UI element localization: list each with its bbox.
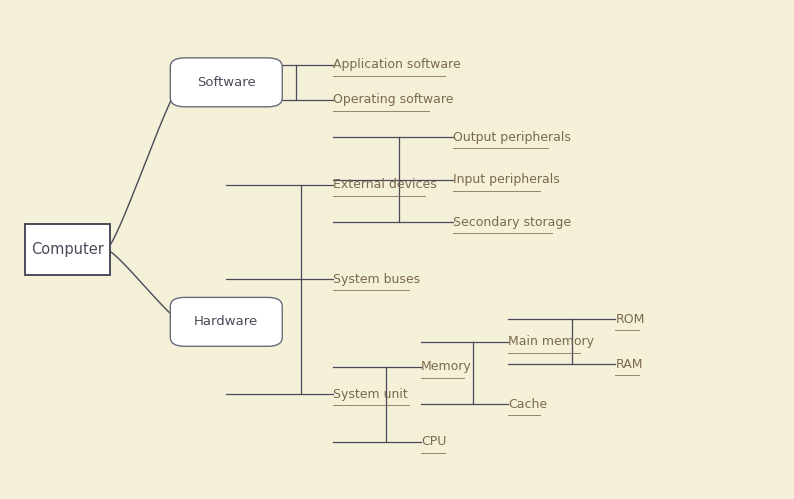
FancyBboxPatch shape bbox=[25, 224, 110, 275]
FancyBboxPatch shape bbox=[170, 297, 283, 346]
Text: CPU: CPU bbox=[421, 435, 446, 448]
Text: System buses: System buses bbox=[333, 273, 421, 286]
Text: Memory: Memory bbox=[421, 360, 472, 373]
Text: Application software: Application software bbox=[333, 58, 461, 71]
Text: ROM: ROM bbox=[615, 313, 645, 326]
Text: Cache: Cache bbox=[508, 398, 547, 411]
FancyBboxPatch shape bbox=[170, 58, 283, 107]
Text: Output peripherals: Output peripherals bbox=[453, 131, 570, 144]
Text: External devices: External devices bbox=[333, 178, 437, 191]
Text: RAM: RAM bbox=[615, 358, 643, 371]
Text: Main memory: Main memory bbox=[508, 335, 594, 348]
Text: Secondary storage: Secondary storage bbox=[453, 216, 571, 229]
Text: Computer: Computer bbox=[31, 242, 104, 257]
Text: System unit: System unit bbox=[333, 388, 408, 401]
Text: Software: Software bbox=[197, 76, 256, 89]
Text: Operating software: Operating software bbox=[333, 93, 454, 106]
Text: Input peripherals: Input peripherals bbox=[453, 173, 559, 186]
Text: Hardware: Hardware bbox=[195, 315, 258, 328]
